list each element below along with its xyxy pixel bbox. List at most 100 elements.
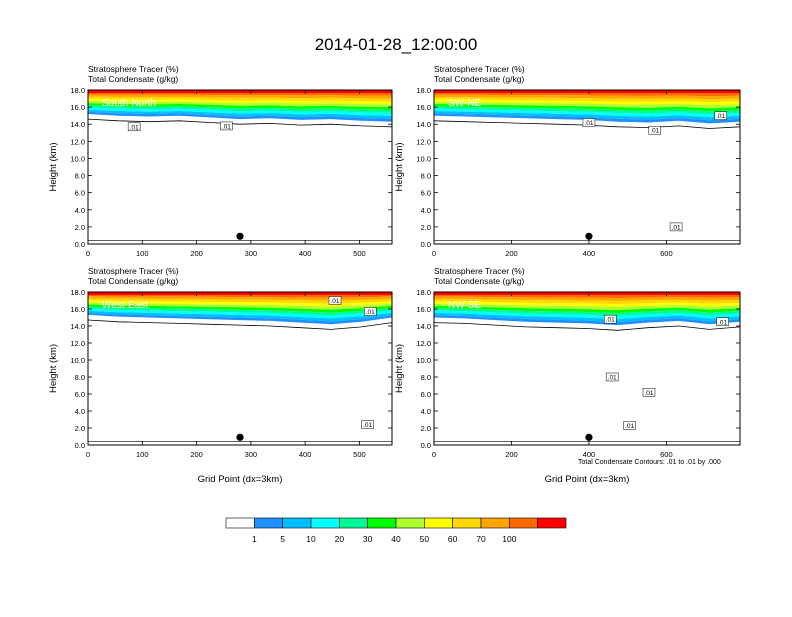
panel-title-line2: Total Condensate (g/kg)	[434, 276, 524, 286]
tracer-band	[88, 94, 392, 99]
tracer-band	[434, 308, 740, 317]
tracer-band	[434, 108, 740, 118]
y-tick-label: 0.0	[421, 441, 431, 450]
y-tick-label: 12.0	[416, 339, 431, 348]
x-tick-label: 500	[353, 249, 366, 258]
y-tick-label: 18.0	[70, 86, 85, 95]
colorbar-swatch	[282, 517, 312, 529]
y-tick-label: 14.0	[416, 322, 431, 331]
panel-label: South-North	[102, 98, 156, 109]
x-tick-label: 0	[432, 450, 436, 459]
x-tick-label: 400	[583, 249, 596, 258]
contour-label: .01	[130, 124, 139, 131]
y-tick-label: 16.0	[70, 305, 85, 314]
main-title: 2014-01-28_12:00:00	[315, 35, 478, 54]
contour-label: .01	[644, 390, 653, 397]
contour-label: .01	[718, 319, 727, 326]
contour-label: .01	[222, 123, 231, 130]
y-tick-label: 10.0	[70, 154, 85, 163]
colorbar-label: 60	[448, 534, 458, 544]
contour-label: .01	[672, 224, 681, 231]
tracer-band	[434, 92, 740, 97]
y-tick-label: 6.0	[75, 390, 85, 399]
contour-label-box	[127, 122, 141, 132]
x-tick-label: 300	[245, 450, 258, 459]
tracer-band	[88, 306, 392, 316]
y-tick-label: 6.0	[421, 189, 431, 198]
location-marker	[236, 232, 244, 240]
x-tick-label: 200	[190, 249, 203, 258]
panel-label: NW-SE	[448, 300, 481, 311]
tracer-top	[434, 90, 740, 93]
y-tick-label: 18.0	[416, 288, 431, 297]
x-tick-label: 600	[660, 450, 673, 459]
panel-title-line1: Stratosphere Tracer (%)	[88, 64, 179, 74]
y-tick-label: 16.0	[416, 103, 431, 112]
location-marker	[585, 232, 593, 240]
panel-west-east: Stratosphere Tracer (%)Total Condensate …	[48, 266, 393, 485]
x-axis-label: Grid Point (dx=3km)	[545, 474, 630, 485]
tracer-band	[88, 310, 392, 322]
y-tick-label: 14.0	[70, 120, 85, 129]
panel-title-line2: Total Condensate (g/kg)	[88, 74, 178, 84]
contour-label: .01	[608, 375, 617, 382]
y-tick-label: 16.0	[70, 103, 85, 112]
colorbar-label: 50	[420, 534, 430, 544]
y-axis-label: Height (km)	[394, 142, 405, 191]
x-tick-label: 200	[505, 249, 518, 258]
colorbar-swatch	[537, 517, 567, 529]
tracer-band	[88, 296, 392, 301]
tracer-band	[434, 299, 740, 305]
y-tick-label: 10.0	[416, 154, 431, 163]
tracer-band	[88, 111, 392, 122]
panels: Stratosphere Tracer (%)Total Condensate …	[48, 64, 741, 485]
x-tick-label: 500	[353, 450, 366, 459]
colorbar-label: 30	[363, 534, 373, 544]
colorbar-label: 10	[306, 534, 316, 544]
tracer-band	[88, 302, 392, 310]
tracer-band	[434, 106, 740, 115]
tracer-band	[434, 301, 740, 308]
contour-label-box	[669, 222, 683, 232]
tracer-band	[88, 103, 392, 111]
panel-frame	[433, 89, 741, 245]
colorbar-label: 100	[502, 534, 516, 544]
y-tick-label: 10.0	[416, 356, 431, 365]
y-tick-label: 8.0	[421, 172, 431, 181]
tracer-band	[88, 298, 392, 304]
contour-label: .01	[363, 422, 372, 429]
x-tick-label: 100	[136, 450, 149, 459]
tracer-band	[88, 304, 392, 313]
y-tick-label: 10.0	[70, 356, 85, 365]
contour-label: .01	[606, 317, 615, 324]
tracer-band	[88, 96, 392, 102]
contour-label-box	[361, 420, 374, 429]
contour-label-box	[582, 118, 596, 127]
x-tick-label: 0	[86, 249, 90, 258]
contour-label: .01	[625, 423, 634, 430]
y-tick-label: 4.0	[75, 206, 85, 215]
x-tick-label: 400	[299, 450, 312, 459]
y-tick-label: 2.0	[75, 223, 85, 232]
y-tick-label: 14.0	[70, 322, 85, 331]
y-tick-label: 4.0	[421, 407, 431, 416]
y-tick-label: 2.0	[421, 223, 431, 232]
location-marker	[585, 433, 593, 441]
x-tick-label: 0	[86, 450, 90, 459]
y-axis-label: Height (km)	[394, 344, 405, 393]
y-tick-label: 18.0	[70, 288, 85, 297]
contour-label-box	[220, 121, 233, 131]
tracer-band	[434, 296, 740, 301]
y-axis-label: Height (km)	[48, 142, 59, 191]
contour-label-box	[603, 314, 617, 324]
colorbar-swatch	[509, 517, 538, 529]
colorbar-swatch	[339, 517, 368, 529]
panel-title-line1: Stratosphere Tracer (%)	[434, 266, 525, 276]
condensate-contour-upper	[88, 118, 392, 128]
tracer-band	[434, 94, 740, 100]
contour-label: .01	[330, 298, 339, 305]
y-axis-label: Height (km)	[48, 344, 59, 393]
panel-label: SW-NE	[448, 98, 481, 109]
tracer-band	[434, 303, 740, 311]
